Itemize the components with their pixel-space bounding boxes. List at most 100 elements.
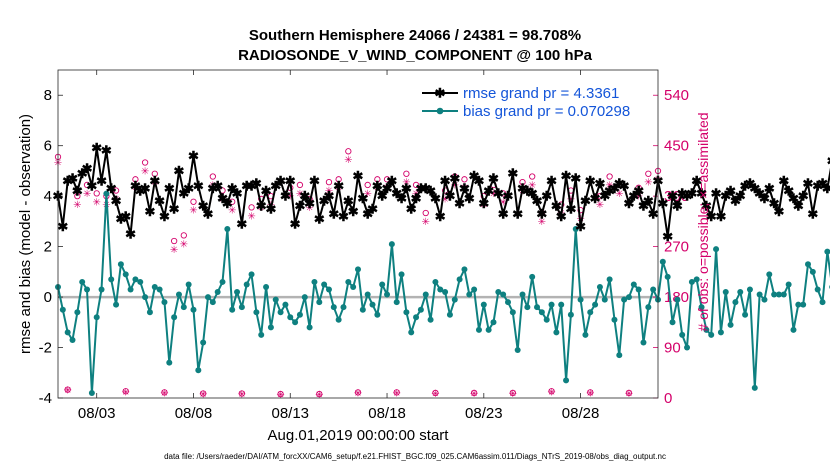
bias-point [582, 331, 589, 338]
x-tick-label: 08/03 [78, 405, 116, 422]
y2-tick-label: 450 [664, 138, 689, 155]
rmse-point: ✱ [227, 181, 238, 196]
x-tick-label: 08/23 [465, 405, 503, 422]
rmse-point: ✱ [609, 181, 620, 196]
obs-assimilated-point: ✳ [625, 389, 633, 400]
y-axis-ticks: -4 -2 0 2 4 6 8 [39, 87, 63, 407]
rmse-point: ✱ [304, 196, 315, 211]
bias-point [756, 291, 763, 298]
rmse-point: ✱ [285, 174, 296, 189]
rmse-point: ✱ [541, 189, 552, 204]
rmse-point: ✱ [188, 148, 199, 163]
bias-point [282, 301, 289, 308]
bias-point [471, 286, 478, 293]
obs-possible-point [393, 389, 400, 396]
obs-assimilated-point: ✳ [441, 194, 449, 205]
obs-assimilated-point: ✳ [615, 189, 623, 200]
chart-title: Southern Hemisphere 24066 / 24381 = 98.7… [249, 27, 581, 44]
obs-possible-point [316, 390, 323, 398]
bias-point [272, 296, 279, 303]
rmse-point: ✱ [425, 184, 436, 199]
rmse-point: ✱ [507, 166, 518, 181]
obs-possible-point [209, 173, 216, 180]
bias-point [717, 329, 724, 336]
bias-point [350, 283, 357, 290]
rmse-point: ✱ [111, 194, 122, 209]
obs-possible-point [470, 389, 478, 397]
rmse-point: ✱ [328, 206, 339, 221]
bias-point [601, 296, 608, 303]
rmse-point: ✱ [178, 186, 189, 201]
rmse-point: ✱ [290, 216, 301, 231]
x-tick-label: 08/28 [562, 405, 600, 422]
obs-assimilated-point: ✳ [567, 194, 575, 205]
bias-point [442, 289, 449, 296]
bias-point [679, 331, 686, 338]
obs-assimilated-point: ✳ [402, 178, 410, 189]
rmse-point: ✱ [377, 189, 388, 204]
obs-possible-point [519, 178, 526, 186]
bias-point [688, 278, 695, 285]
obs-possible-point [606, 173, 613, 180]
bias-point [374, 311, 381, 318]
bias-point [505, 299, 511, 306]
y2-axis-ticks: 090180270360450540 [653, 87, 689, 407]
rmse-point: ✱ [556, 209, 567, 224]
rmse-point: ✱ [454, 196, 465, 211]
rmse-point: ✱ [207, 181, 218, 196]
obs-assimilated-point: ✳ [354, 388, 362, 399]
rmse-point: ✱ [169, 201, 180, 216]
bias-point [674, 296, 681, 303]
bias-point [171, 314, 178, 321]
rmse-point: ✱ [183, 181, 194, 196]
legend: ✱ rmse grand pr = 4.3361 bias grand pr =… [420, 80, 645, 120]
obs-assimilated-point: ✳ [315, 390, 323, 401]
bias-point [819, 299, 826, 306]
bias-point [737, 289, 744, 296]
obs-possible-point [500, 190, 507, 197]
bias-point [567, 311, 574, 318]
bias-point [248, 271, 255, 278]
obs-assimilated-point: ✳ [528, 180, 536, 191]
bias-point [224, 225, 231, 232]
bias-point [185, 281, 192, 288]
rmse-point: ✱ [96, 174, 107, 189]
rmse-point: ✱ [677, 186, 688, 201]
obs-assimilated-point: ✳ [238, 390, 246, 401]
obs-possible-point [132, 176, 139, 183]
obs-possible-point [412, 181, 420, 189]
bias-point [548, 301, 555, 308]
obs-possible-point [141, 159, 149, 166]
rmse-point: ✱ [144, 204, 155, 219]
rmse-point: ✱ [827, 153, 830, 168]
obs-possible-point [548, 388, 555, 395]
x-axis-label: Aug.01,2019 00:00:00 start [268, 427, 450, 444]
obs-possible-point [509, 389, 516, 397]
bias-point [534, 304, 541, 311]
obs-assimilated-point: ✳ [122, 387, 130, 398]
obs-assimilated-point: ✳ [286, 192, 294, 203]
obs-assimilated-point: ✳ [141, 166, 149, 177]
rmse-point: ✱ [406, 201, 417, 216]
y-tick-label: 2 [44, 239, 52, 256]
rmse-point: ✱ [536, 206, 547, 221]
obs-assimilated-point: ✳ [325, 186, 333, 197]
rmse-point: ✱ [270, 179, 281, 194]
bias-point [137, 278, 144, 285]
obs-possible-point [122, 388, 129, 395]
bias-point [538, 309, 545, 316]
bias-point [151, 283, 158, 290]
rmse-point: ✱ [478, 196, 489, 211]
obs-possible-point [64, 386, 71, 393]
bias-point [301, 294, 308, 301]
bias-point [388, 241, 395, 248]
bias-point [606, 276, 613, 283]
rmse-point: ✱ [294, 199, 305, 214]
obs-possible-point [596, 193, 604, 200]
rmse-point: ✱ [769, 196, 780, 211]
bias-point [650, 286, 657, 293]
obs-possible-point [335, 176, 342, 183]
rmse-point: ✱ [120, 209, 131, 224]
obs-assimilated-point: ✳ [199, 390, 207, 401]
obs-possible-point [200, 390, 207, 397]
